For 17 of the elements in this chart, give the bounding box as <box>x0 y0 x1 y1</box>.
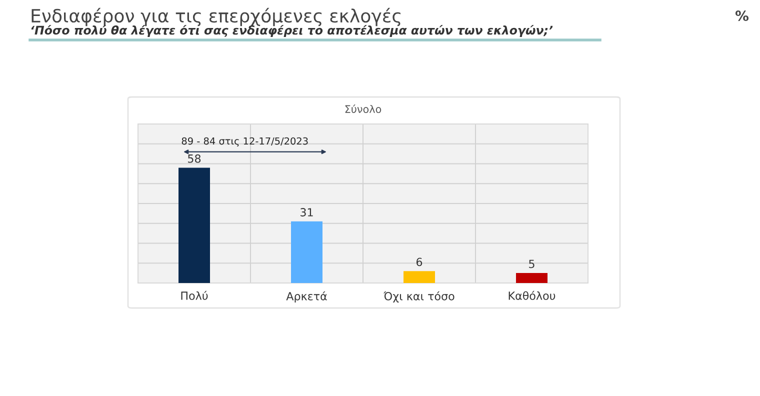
chart-title: Ενδιαφέρον για τις επερχόμενες εκλογές <box>32 8 400 26</box>
bar <box>291 221 322 283</box>
bar <box>178 168 210 283</box>
data-label: 58 <box>188 154 201 163</box>
text: % <box>735 10 749 22</box>
bar <box>404 271 435 283</box>
text: Σύνολο <box>345 104 382 114</box>
x-tick-label: Πολύ <box>181 290 208 300</box>
data-label: 5 <box>529 260 534 268</box>
x-tick-label: Όχι και τόσο <box>384 291 454 303</box>
annotation: 89 - 84 στις 12-17/5/2023 <box>182 137 308 147</box>
chart-subtitle: ‘Πόσο πολύ θα λέγατε ότι σας ενδιαφέρει το αποτέλεσμα αυτών των εκλογών;’ <box>31 25 553 37</box>
x-tick-label: Αρκετά <box>286 291 327 303</box>
data-label: 31 <box>300 208 313 216</box>
x-tick-label: Καθόλου <box>508 290 556 300</box>
data-label: 6 <box>416 258 422 266</box>
bar <box>516 273 548 283</box>
